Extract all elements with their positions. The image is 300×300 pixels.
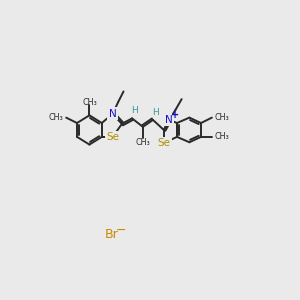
Text: CH₃: CH₃ (215, 113, 230, 122)
Text: Se: Se (106, 132, 119, 142)
Text: Se: Se (157, 138, 170, 148)
Text: CH₃: CH₃ (136, 138, 150, 147)
Text: CH₃: CH₃ (215, 132, 230, 141)
Text: N: N (109, 109, 116, 119)
Text: +: + (171, 110, 179, 119)
Text: H: H (131, 106, 138, 115)
Text: −: − (116, 224, 127, 237)
Text: N: N (165, 115, 173, 125)
Text: H: H (152, 108, 159, 117)
Text: CH₃: CH₃ (82, 98, 97, 107)
Text: Br: Br (104, 228, 118, 241)
Text: CH₃: CH₃ (48, 113, 63, 122)
